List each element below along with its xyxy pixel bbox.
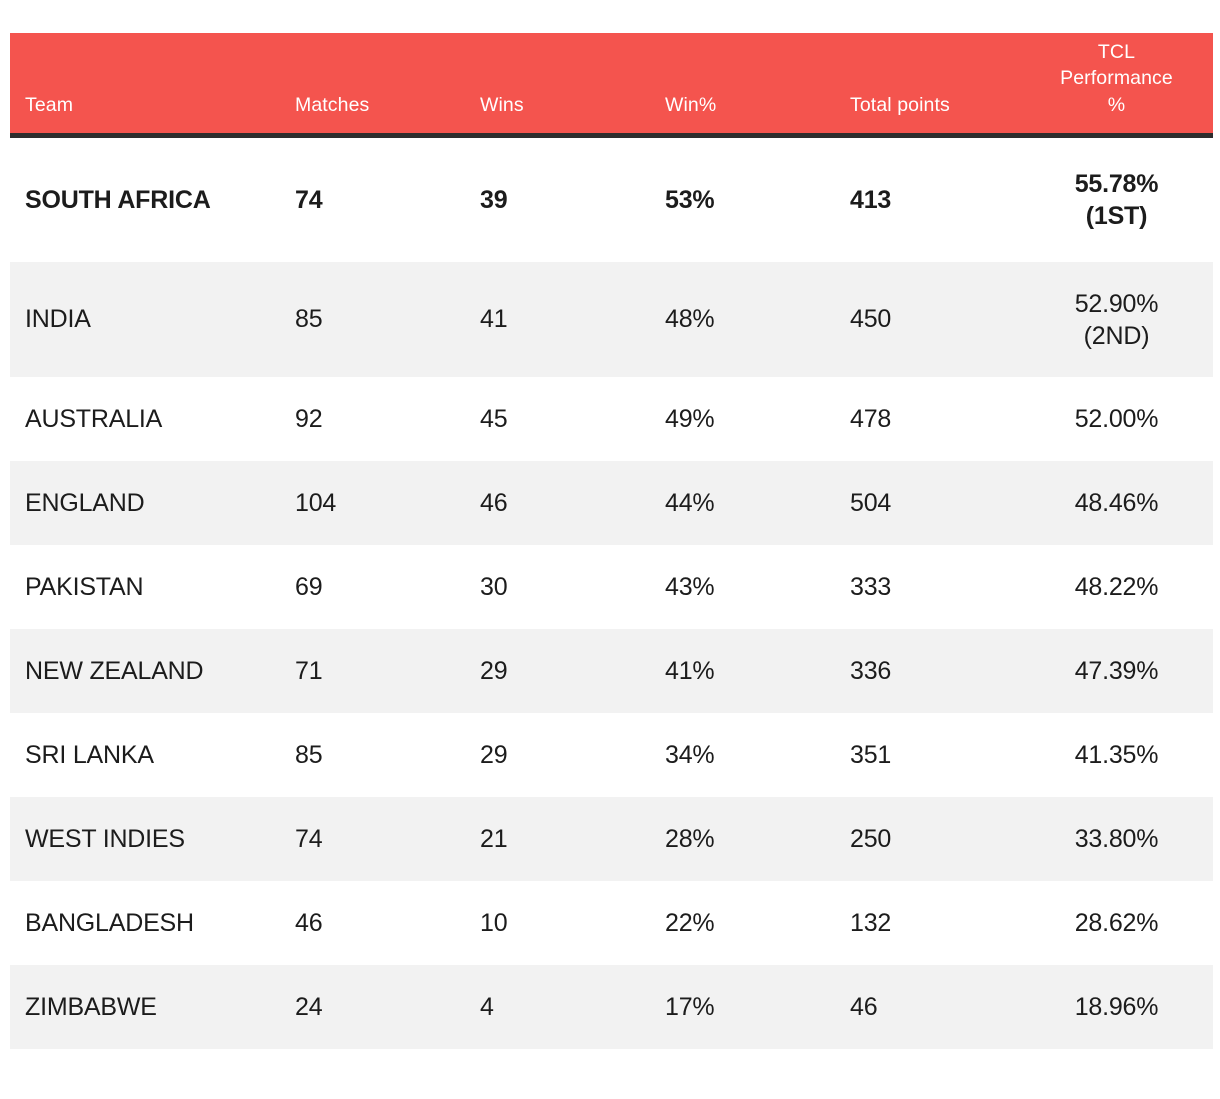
cell-matches: 74: [295, 185, 323, 214]
header-cell-total-points: Total points: [850, 93, 950, 116]
cell-win-pct: 22%: [665, 908, 715, 937]
cell-team: BANGLADESH: [25, 908, 194, 937]
cell-matches: 104: [295, 488, 337, 517]
cell-total-points: 250: [850, 824, 892, 853]
tcl-performance-value: 33.80%: [1074, 825, 1159, 853]
header-cell-matches: Matches: [295, 93, 370, 116]
table-row: BANGLADESH 46 10 22% 132 28.62%: [10, 881, 1213, 965]
cell-win-pct: 53%: [665, 185, 715, 214]
cell-total-points: 333: [850, 572, 892, 601]
cell-wins: 10: [480, 908, 508, 937]
cell-tcl-performance: 48.22%: [1040, 571, 1213, 603]
cell-total-points: 413: [850, 185, 892, 214]
table-row: ZIMBABWE 24 4 17% 46 18.96%: [10, 965, 1213, 1049]
header-tcl-performance-label: TCL Performance %: [1060, 41, 1173, 116]
cell-wins: 21: [480, 824, 508, 853]
cell-tcl-performance: 18.96%: [1040, 991, 1213, 1023]
tcl-performance-value: 41.35%: [1074, 741, 1159, 769]
cell-team: ZIMBABWE: [25, 992, 157, 1021]
tcl-performance-value: 48.22%: [1074, 573, 1159, 601]
header-cell-tcl-performance: TCL Performance %: [1040, 39, 1213, 133]
cell-total-points: 336: [850, 656, 892, 685]
cell-matches: 85: [295, 305, 323, 333]
cell-total-points: 351: [850, 740, 892, 769]
cell-wins: 41: [480, 305, 508, 333]
tcl-performance-value: 48.46%: [1074, 489, 1159, 517]
header-cell-team: Team: [25, 93, 74, 116]
cell-total-points: 46: [850, 992, 878, 1021]
cell-team: INDIA: [25, 305, 91, 333]
header-cell-wins: Wins: [480, 93, 524, 116]
tcl-performance-value: 55.78%: [1074, 170, 1159, 198]
cell-wins: 4: [480, 992, 494, 1021]
cell-total-points: 450: [850, 305, 892, 333]
cell-team: NEW ZEALAND: [25, 656, 204, 685]
header-cell-win-pct: Win%: [665, 93, 717, 116]
cell-tcl-performance: 28.62%: [1040, 907, 1213, 939]
cell-tcl-performance: 41.35%: [1040, 739, 1213, 771]
cell-team: ENGLAND: [25, 488, 145, 517]
cell-wins: 30: [480, 572, 508, 601]
cell-matches: 74: [295, 824, 323, 853]
cell-tcl-performance: 55.78% (1ST): [1040, 168, 1213, 232]
cell-team: AUSTRALIA: [25, 404, 163, 433]
cell-win-pct: 17%: [665, 992, 715, 1021]
cell-win-pct: 48%: [665, 305, 715, 333]
cell-tcl-performance: 47.39%: [1040, 655, 1213, 687]
cell-team: PAKISTAN: [25, 572, 144, 601]
tcl-performance-rank: (1ST): [1085, 202, 1148, 230]
tcl-performance-value: 18.96%: [1074, 993, 1159, 1021]
table-row: AUSTRALIA 92 45 49% 478 52.00%: [10, 377, 1213, 461]
cell-win-pct: 43%: [665, 572, 715, 601]
cell-matches: 85: [295, 740, 323, 769]
cell-win-pct: 41%: [665, 656, 715, 685]
table-row: WEST INDIES 74 21 28% 250 33.80%: [10, 797, 1213, 881]
tcl-performance-value: 47.39%: [1074, 657, 1159, 685]
table-header-row: Team Matches Wins Win% Total points TCL …: [10, 33, 1213, 138]
cell-win-pct: 28%: [665, 824, 715, 853]
cell-wins: 46: [480, 488, 508, 517]
cell-tcl-performance: 48.46%: [1040, 487, 1213, 519]
table-row: ENGLAND 104 46 44% 504 48.46%: [10, 461, 1213, 545]
cell-wins: 45: [480, 404, 508, 433]
table-row: SRI LANKA 85 29 34% 351 41.35%: [10, 713, 1213, 797]
cell-team: SOUTH AFRICA: [25, 185, 211, 214]
cell-wins: 29: [480, 656, 508, 685]
cell-tcl-performance: 52.00%: [1040, 403, 1213, 435]
tcl-performance-value: 52.90%: [1074, 289, 1159, 318]
cell-win-pct: 49%: [665, 404, 715, 433]
table-row: PAKISTAN 69 30 43% 333 48.22%: [10, 545, 1213, 629]
cell-matches: 69: [295, 572, 323, 601]
cell-matches: 92: [295, 404, 323, 433]
table-row: SOUTH AFRICA 74 39 53% 413 55.78% (1ST): [10, 138, 1213, 262]
cell-total-points: 504: [850, 488, 892, 517]
cell-total-points: 132: [850, 908, 892, 937]
cell-matches: 46: [295, 908, 323, 937]
cell-team: SRI LANKA: [25, 740, 154, 769]
cell-team: WEST INDIES: [25, 824, 185, 853]
cell-wins: 39: [480, 185, 508, 214]
cell-matches: 71: [295, 656, 323, 685]
cell-tcl-performance: 33.80%: [1040, 823, 1213, 855]
table-row: INDIA 85 41 48% 450 52.90% (2ND): [10, 262, 1213, 377]
cell-total-points: 478: [850, 404, 892, 433]
table-row: NEW ZEALAND 71 29 41% 336 47.39%: [10, 629, 1213, 713]
cell-tcl-performance: 52.90% (2ND): [1040, 288, 1213, 352]
cell-win-pct: 44%: [665, 488, 715, 517]
cell-wins: 29: [480, 740, 508, 769]
cell-matches: 24: [295, 992, 323, 1021]
team-performance-table: Team Matches Wins Win% Total points TCL …: [10, 33, 1213, 1049]
tcl-performance-value: 28.62%: [1074, 909, 1159, 937]
tcl-performance-rank: (2ND): [1083, 321, 1150, 350]
cell-win-pct: 34%: [665, 740, 715, 769]
tcl-performance-value: 52.00%: [1074, 405, 1159, 433]
